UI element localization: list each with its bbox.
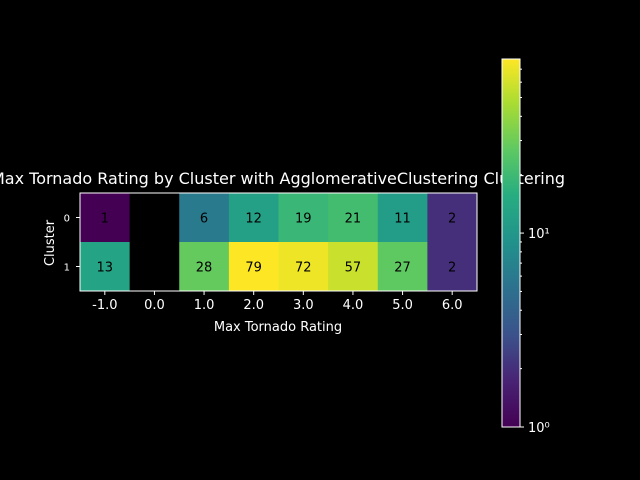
x-tick-label-2: 1.0: [194, 298, 215, 313]
x-tick-label-3: 2.0: [243, 298, 264, 313]
heatmap-cell-r1-c3: [228, 242, 280, 292]
x-tick-label-5: 4.0: [343, 298, 364, 313]
y-axis-label: Cluster: [43, 219, 58, 266]
x-axis: -1.0 0.0 1.0 2.0 3.0 4.0 5.0 6.0: [92, 291, 463, 313]
x-axis-label: Max Tornado Rating: [214, 320, 342, 335]
heatmap-cell-r1-c2: [179, 242, 230, 292]
heatmap-cell-label-r1-c6: 27: [394, 261, 411, 276]
heatmap-cell-label-r0-c3: 12: [245, 212, 262, 227]
chart-title: Max Tornado Rating by Cluster with Agglo…: [0, 169, 565, 188]
heatmap-cell-r1-c0: [80, 242, 131, 292]
heatmap-cell-r0-c5: [328, 193, 379, 243]
heatmap-cell-label-r1-c4: 72: [295, 261, 312, 276]
colorbar: [501, 58, 521, 428]
heatmap-cell-r1-c4: [278, 242, 329, 292]
colorbar-tick-label-0: 10⁰: [528, 421, 550, 436]
heatmap-cell-label-r0-c4: 19: [295, 212, 312, 227]
heatmap-cell-r0-c6: [377, 193, 428, 243]
x-tick-label-0: -1.0: [92, 298, 117, 313]
heatmap-cell-r1-c5: [328, 242, 379, 292]
heatmap-cell-label-r1-c5: 57: [345, 261, 362, 276]
x-tick-label-7: 6.0: [442, 298, 463, 313]
x-tick-label-4: 3.0: [293, 298, 314, 313]
colorbar-tick-label-1: 10¹: [528, 227, 550, 242]
colorbar-ticks: 10⁰ 10¹: [520, 68, 550, 436]
heatmap-cell-r0-c2: [179, 193, 230, 243]
heatmap-cell-label-r0-c7: 2: [448, 212, 456, 227]
y-tick-label-1: 1: [64, 263, 70, 274]
y-tick-label-0: 0: [64, 214, 70, 225]
y-axis: 01: [64, 214, 80, 274]
heatmap-cell-r0-c7: [427, 193, 478, 243]
plot-frame: [79, 192, 478, 292]
x-tick-label-1: 0.0: [144, 298, 165, 313]
heatmap-cell-label-r0-c5: 21: [345, 212, 362, 227]
heatmap-cell-r1-c1: [129, 242, 180, 292]
heatmap-cell-r0-c4: [278, 193, 329, 243]
heatmap-cell-label-r0-c0: 1: [101, 212, 109, 227]
heatmap-cell-label-r0-c2: 6: [200, 212, 208, 227]
x-tick-label-6: 5.0: [392, 298, 413, 313]
heatmap-cell-label-r1-c2: 28: [196, 261, 213, 276]
heatmap-cell-label-r1-c0: 13: [97, 261, 114, 276]
heatmap-cell-label-r1-c3: 79: [245, 261, 262, 276]
heatmap-cell-label-r1-c7: 2: [448, 261, 456, 276]
heatmap-cell-r0-c3: [228, 193, 280, 243]
heatmap-cells: 1 6 12 19 21 11 2 13 28 79 72 57 27 2: [80, 193, 478, 292]
heatmap-cell-r0-c0: [80, 193, 131, 243]
heatmap-cell-label-r0-c6: 11: [394, 212, 411, 227]
heatmap-cell-r0-c1: [129, 193, 180, 243]
heatmap-cell-r1-c6: [377, 242, 428, 292]
heatmap-cell-r1-c7: [427, 242, 478, 292]
